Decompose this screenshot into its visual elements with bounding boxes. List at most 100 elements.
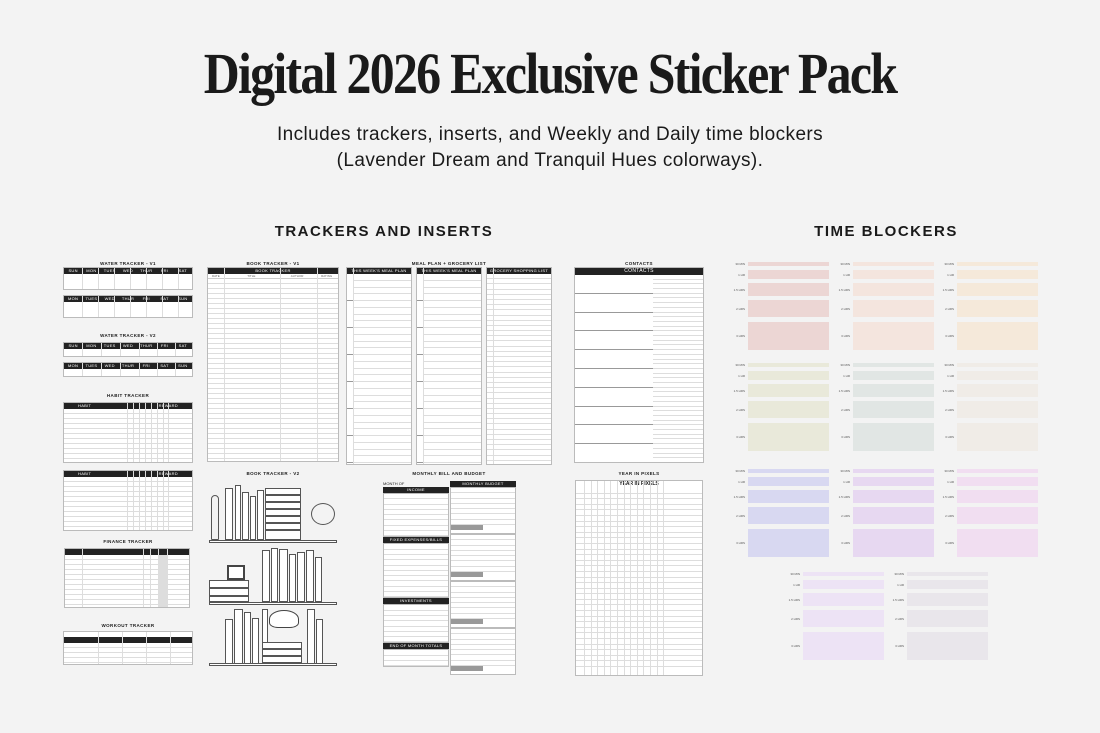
time-block-bar — [957, 384, 1038, 397]
book-tracker-header: BOOK TRACKER — [208, 268, 338, 274]
time-block-bar — [853, 490, 934, 503]
stacked-book — [265, 523, 301, 530]
book — [297, 552, 305, 602]
time-block-bar — [853, 401, 934, 418]
time-label: 1.5 HRS — [838, 494, 850, 499]
book — [307, 609, 315, 664]
time-block-bar — [748, 529, 829, 557]
time-label: 1.5 HRS — [838, 287, 850, 292]
day-label: MON — [68, 296, 79, 301]
column-divider — [643, 481, 645, 675]
book — [271, 548, 278, 602]
meal-plan: THIS WEEK'S MEAL PLAN — [346, 267, 412, 465]
time-block-bar — [907, 572, 988, 576]
grocery-list: GROCERY SHOPPING LIST — [486, 267, 552, 465]
time-block-bar — [748, 469, 829, 473]
time-blocker: 30 MIN 1 HR 1.5 HRS 2 HRS 3 HRS — [785, 572, 885, 662]
stacked-book — [262, 642, 302, 649]
stacked-book — [262, 649, 302, 656]
budget-right-column: MONTHLY BUDGET — [450, 481, 516, 678]
time-label: 2 HRS — [736, 306, 745, 311]
meal-day — [347, 301, 411, 328]
time-block-bar — [957, 322, 1038, 350]
meal-day — [347, 409, 411, 436]
meal-day — [417, 382, 481, 409]
column-divider — [168, 471, 169, 530]
column-divider — [157, 403, 158, 462]
time-blocker: 30 MIN 1 HR 1.5 HRS 2 HRS 3 HRS — [835, 469, 935, 559]
week-header: SUN MON TUES WED THUR FRI SAT — [64, 268, 192, 274]
time-label: 1.5 HRS — [788, 597, 800, 602]
contacts-header: CONTACTS — [575, 268, 703, 275]
time-blocker: 30 MIN 1 HR 1.5 HRS 2 HRS 3 HRS — [730, 363, 830, 453]
time-block-bar — [803, 572, 884, 576]
time-block-bar — [748, 300, 829, 317]
book-tracker-v1-label: BOOK TRACKER - V1 — [246, 261, 300, 266]
book — [289, 554, 296, 602]
page-title: Digital 2026 Exclusive Sticker Pack — [203, 41, 898, 106]
column-divider — [101, 343, 102, 356]
column-divider — [175, 343, 176, 356]
column-divider — [122, 632, 123, 664]
stacked-book — [265, 516, 301, 523]
meal-day — [347, 382, 411, 409]
water-tracker-v1: SUN MON TUES WED THUR FRI SAT — [63, 267, 193, 290]
grocery-header: GROCERY SHOPPING LIST — [487, 268, 551, 274]
year-in-pixels: YEAR IN PIXELS — [575, 480, 703, 676]
time-label: 30 MIN — [790, 572, 800, 576]
week-header: SUN MON TUES WED THUR FRI SAT — [64, 343, 192, 349]
column-divider — [663, 481, 665, 675]
time-blocker: 30 MIN 1 HR 1.5 HRS 2 HRS 3 HRS — [730, 262, 830, 352]
vase-illustration — [211, 495, 219, 540]
week-header: MON TUES WED THUR FRI SAT SUN — [64, 363, 192, 369]
meal-day — [347, 274, 411, 301]
column-divider — [163, 403, 164, 462]
trackers-section-title: TRACKERS AND INSERTS — [274, 223, 494, 240]
day-label: THUR — [140, 343, 153, 348]
time-block-bar — [853, 262, 934, 266]
time-block-bar — [957, 490, 1038, 503]
stacked-book — [265, 502, 301, 509]
column-divider — [143, 549, 144, 607]
habit-col: HABIT — [78, 403, 92, 408]
picture-frame — [227, 565, 245, 580]
contact-entry — [575, 331, 703, 351]
stacked-book — [209, 588, 249, 596]
column-divider — [603, 481, 605, 675]
year-in-pixels-label: YEAR IN PIXELS — [618, 471, 660, 476]
contact-entry — [575, 388, 703, 407]
contact-entry — [575, 313, 703, 332]
day-label: MON — [86, 343, 97, 348]
time-block-bar — [748, 384, 829, 397]
column-divider — [120, 363, 121, 376]
column-divider — [146, 296, 147, 317]
time-block-bar — [907, 580, 988, 589]
finance-tracker — [64, 548, 190, 608]
day-label: SAT — [178, 268, 188, 273]
time-block-bar — [748, 507, 829, 524]
time-label: 2 HRS — [841, 513, 850, 518]
plant-illustration — [311, 503, 335, 525]
day-label: WED — [122, 343, 134, 348]
time-label: 1 HR — [897, 582, 904, 587]
time-block-bar — [853, 507, 934, 524]
water-tracker-v2: SUN MON TUES WED THUR FRI SAT — [63, 342, 193, 357]
column-divider — [163, 471, 164, 530]
day-label: THUR — [121, 296, 135, 301]
time-label: 30 MIN — [735, 363, 745, 367]
time-label: 2 HRS — [841, 407, 850, 412]
column-divider — [584, 481, 585, 675]
time-label: 1.5 HRS — [942, 494, 954, 499]
time-label: 1 HR — [947, 272, 954, 277]
time-blocker: 30 MIN 1 HR 1.5 HRS 2 HRS 3 HRS — [835, 363, 935, 453]
meal-day — [417, 274, 481, 301]
column-divider — [493, 268, 494, 464]
day-label: THUR — [121, 363, 135, 368]
time-label: 3 HRS — [841, 541, 850, 545]
day-label: WED — [104, 296, 115, 301]
day-label: MON — [68, 363, 79, 368]
column-divider — [630, 481, 632, 675]
time-label: 1.5 HRS — [733, 287, 745, 292]
column-divider — [280, 268, 281, 461]
book-tracker-v1: BOOK TRACKER DATE TITLE AUTHOR RATING — [207, 267, 339, 462]
